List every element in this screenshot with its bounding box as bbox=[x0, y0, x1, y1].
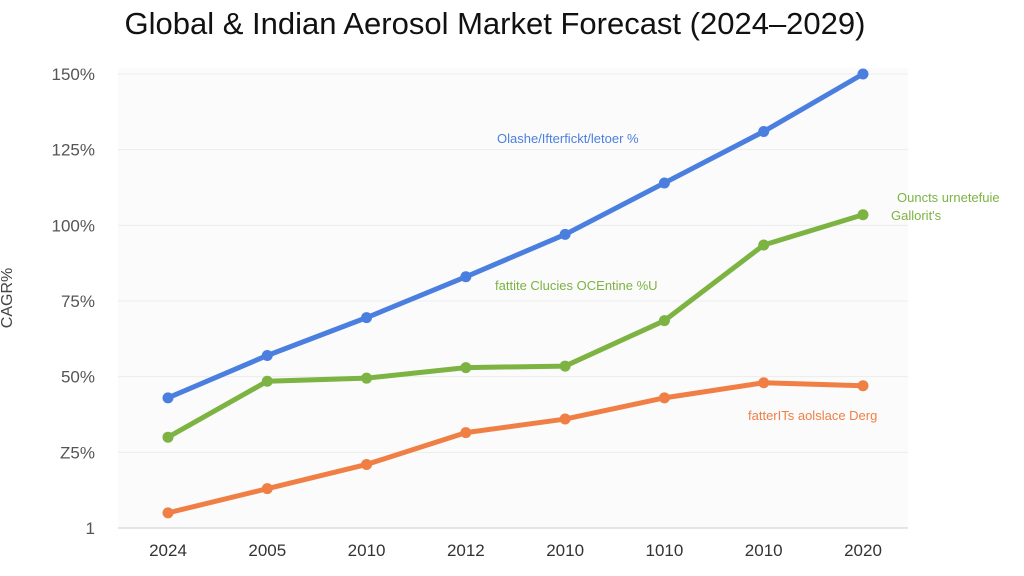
data-point bbox=[460, 362, 472, 374]
y-tick-label: 50% bbox=[61, 368, 95, 387]
data-point bbox=[559, 228, 571, 240]
data-point bbox=[261, 483, 273, 495]
data-point bbox=[658, 315, 670, 327]
y-axis-ticks: 1 Z5% 50% 75% 100% 125% 150% bbox=[52, 65, 95, 538]
x-tick-label: 2012 bbox=[447, 541, 485, 560]
plot-background bbox=[118, 68, 908, 528]
series bbox=[162, 68, 869, 519]
data-point bbox=[460, 427, 472, 439]
y-tick-label: 1 bbox=[86, 519, 95, 538]
annotation-label: fatterITs aolslace Derg bbox=[748, 408, 877, 423]
data-point bbox=[758, 126, 770, 138]
chart-title: Global & Indian Aerosol Market Forecast … bbox=[124, 6, 866, 41]
data-point bbox=[261, 349, 273, 361]
x-tick-label: 2010 bbox=[348, 541, 386, 560]
data-point bbox=[361, 458, 373, 470]
y-tick-label: 75% bbox=[61, 292, 95, 311]
data-point bbox=[857, 380, 869, 392]
data-point bbox=[658, 177, 670, 189]
annotation-label: fattite Clucies OCEntine %U bbox=[495, 278, 658, 293]
data-point bbox=[758, 239, 770, 251]
data-point bbox=[857, 68, 869, 80]
data-point bbox=[361, 312, 373, 324]
series-line bbox=[165, 380, 866, 516]
data-point bbox=[162, 431, 174, 443]
y-tick-label: 100% bbox=[52, 216, 95, 235]
annotation-label: Olashe/Ifterfickt/letoer % bbox=[497, 131, 639, 146]
y-tick-label: 150% bbox=[52, 65, 95, 84]
x-tick-label: 2005 bbox=[248, 541, 286, 560]
series-line bbox=[165, 71, 866, 401]
annotation-label: Gallorit's bbox=[891, 208, 942, 223]
data-point bbox=[261, 375, 273, 387]
grid bbox=[118, 73, 908, 453]
data-point bbox=[162, 392, 174, 404]
x-tick-label: 1010 bbox=[646, 541, 684, 560]
x-tick-label: 2024 bbox=[149, 541, 187, 560]
series-line bbox=[165, 212, 866, 440]
data-point bbox=[658, 392, 670, 404]
x-tick-label: 2010 bbox=[745, 541, 783, 560]
y-tick-label: Z5% bbox=[60, 443, 95, 462]
y-tick-label: 125% bbox=[52, 141, 95, 160]
data-point bbox=[460, 271, 472, 283]
x-axis-ticks: 2024 2005 2010 2012 2010 1010 2010 2020 bbox=[149, 541, 882, 560]
data-point bbox=[758, 377, 770, 389]
data-point bbox=[857, 209, 869, 221]
annotation-label: Ouncts urnetefuie bbox=[897, 190, 1000, 205]
data-point bbox=[162, 507, 174, 519]
data-point bbox=[361, 372, 373, 384]
data-point bbox=[559, 413, 571, 425]
x-tick-label: 2020 bbox=[844, 541, 882, 560]
data-point bbox=[559, 360, 571, 372]
x-tick-label: 2010 bbox=[546, 541, 584, 560]
y-axis-label: CAGR% bbox=[0, 268, 16, 328]
annotations: Olashe/Ifterfickt/letoer % Ouncts urnete… bbox=[495, 131, 1000, 423]
